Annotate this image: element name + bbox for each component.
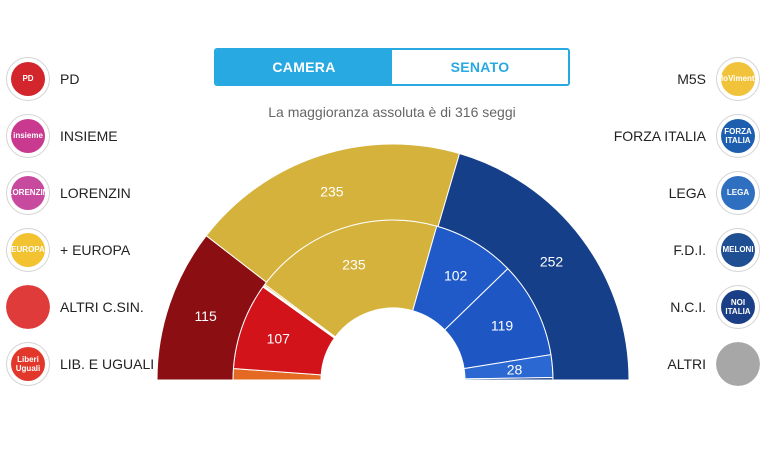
legend-right: MoVimento M5S FORZA ITALIA FORZA ITALIA LEGA… — [614, 50, 760, 392]
m5s-logo-icon: MoVimento — [716, 56, 760, 101]
legend-item: LEGA LEGA — [614, 164, 760, 221]
legend-item: ALTRI C.SIN. — [6, 278, 154, 335]
legend-label: LIB. E UGUALI — [60, 355, 155, 372]
logo-text: MELONI — [721, 232, 755, 267]
altri-csin-logo-icon — [6, 284, 50, 329]
logo-text: Liberi Uguali — [11, 346, 45, 381]
legend-item: NOI ITALIA N.C.I. — [614, 278, 760, 335]
outer-segment-label: 115 — [194, 308, 217, 324]
legend-left: PD PD insieme INSIEME LORENZIN LORENZIN EUROPA… — [6, 50, 154, 392]
logo-text: LORENZIN — [8, 175, 48, 210]
inner-segment-label: 235 — [342, 256, 366, 272]
legend-label: FORZA ITALIA — [613, 127, 706, 144]
legend-item: LORENZIN LORENZIN — [6, 164, 154, 221]
inner-segment-label: 28 — [507, 361, 523, 377]
chamber-tabs: CAMERA SENATO — [214, 48, 570, 86]
legend-label: F.D.I. — [673, 241, 706, 258]
outer-segment-label: 235 — [320, 184, 344, 200]
outer-segment — [437, 152, 630, 381]
logo-text: PD — [11, 61, 45, 96]
legend-label: PD — [60, 70, 80, 87]
legend-label: LORENZIN — [60, 184, 131, 201]
forza-italia-logo-icon: FORZA ITALIA — [716, 113, 760, 158]
legend-label: M5S — [677, 70, 706, 87]
lorenzin-logo-icon: LORENZIN — [6, 170, 50, 215]
legend-label: INSIEME — [60, 127, 118, 144]
outer-segment-label: 252 — [540, 253, 564, 269]
fdi-logo-icon: MELONI — [716, 227, 760, 272]
legend-item: PD PD — [6, 50, 154, 107]
inner-ring — [232, 219, 554, 381]
logo-text: LEGA — [721, 175, 755, 210]
pd-logo-icon: PD — [6, 56, 50, 101]
legend-item: MoVimento M5S — [614, 50, 760, 107]
logo-text: NOI ITALIA — [721, 289, 755, 324]
legend-item: ALTRI — [614, 335, 760, 392]
altri-logo-icon — [716, 341, 760, 386]
logo-text: insieme — [11, 118, 45, 153]
legend-label: N.C.I. — [670, 298, 706, 315]
piu-europa-logo-icon: EUROPA — [6, 227, 50, 272]
legend-label: ALTRI C.SIN. — [60, 298, 144, 315]
inner-segment-label: 107 — [267, 331, 291, 347]
insieme-logo-icon: insieme — [6, 113, 50, 158]
seat-labels: 107 235 102 119 28 115 235 252 — [194, 184, 563, 378]
logo-text — [6, 284, 50, 329]
legend-item: EUROPA + EUROPA — [6, 221, 154, 278]
outer-ring — [156, 143, 630, 381]
inner-segment-label: 119 — [491, 317, 514, 333]
legend-item: MELONI F.D.I. — [614, 221, 760, 278]
inner-segment-label: 102 — [444, 267, 468, 283]
lega-logo-icon: LEGA — [716, 170, 760, 215]
tab-senato[interactable]: SENATO — [392, 50, 568, 84]
majority-subtitle: La maggioranza assoluta è di 316 seggi — [268, 104, 516, 120]
legend-item: FORZA ITALIA FORZA ITALIA — [614, 107, 760, 164]
legend-item: Liberi Uguali LIB. E UGUALI — [6, 335, 154, 392]
logo-text — [716, 341, 760, 386]
legend-item: insieme INSIEME — [6, 107, 154, 164]
tab-camera[interactable]: CAMERA — [216, 50, 392, 84]
legend-label: + EUROPA — [60, 241, 131, 258]
logo-text: FORZA ITALIA — [721, 118, 755, 153]
logo-text: EUROPA — [11, 232, 45, 267]
liberi-uguali-logo-icon: Liberi Uguali — [6, 341, 50, 386]
legend-label: LEGA — [668, 184, 706, 201]
logo-text: MoVimento — [717, 61, 759, 96]
nci-logo-icon: NOI ITALIA — [716, 284, 760, 329]
legend-label: ALTRI — [667, 355, 706, 372]
